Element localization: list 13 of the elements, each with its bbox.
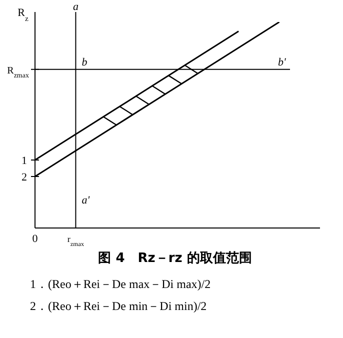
- legend-label: 1: [22, 155, 27, 168]
- text: 2．(Reo＋Rei－De min－Di min)/2: [30, 299, 207, 313]
- x-tick-label: 0: [32, 233, 38, 245]
- text: 1．(Reo＋Rei－De max－Di max)/2: [30, 277, 211, 291]
- ref-line-label: R$_{zmax}$: [7, 65, 30, 80]
- ref-line-label: a: [72, 1, 79, 13]
- annotation: a': [82, 194, 90, 206]
- text: 图 4 Rz－rz 的取值范围: [98, 251, 252, 266]
- annotation: b': [278, 56, 286, 68]
- annotation: b: [82, 56, 88, 68]
- y-axis-title: R$_{z}$: [18, 7, 29, 22]
- legend-label: 2: [22, 172, 27, 184]
- x-tick-label: r$_{zmax}$: [67, 234, 85, 248]
